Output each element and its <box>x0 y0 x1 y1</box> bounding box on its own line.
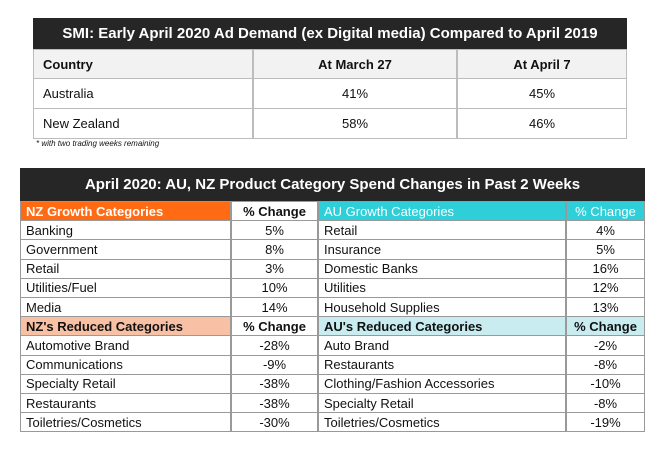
category: Restaurants <box>20 393 231 414</box>
percent-change: 12% <box>566 277 645 298</box>
table1-value: 41% <box>253 78 457 109</box>
percent-change: 5% <box>566 239 645 260</box>
section-header: AU Growth Categories <box>318 201 566 222</box>
category: Automotive Brand <box>20 335 231 356</box>
percent-change: 4% <box>566 220 645 241</box>
category: Insurance <box>318 239 566 260</box>
footnote: * with two trading weeks remaining <box>36 138 160 148</box>
category: Media <box>20 297 231 318</box>
percent-change: -10% <box>566 373 645 394</box>
percent-change: 8% <box>231 239 318 260</box>
percent-change: -9% <box>231 354 318 375</box>
percent-change: -19% <box>566 412 645 433</box>
percent-change: 13% <box>566 297 645 318</box>
percent-change: -30% <box>231 412 318 433</box>
section-header: % Change <box>231 201 318 222</box>
percent-change: 14% <box>231 297 318 318</box>
section-header: % Change <box>566 316 645 337</box>
percent-change: 3% <box>231 258 318 279</box>
category: Toiletries/Cosmetics <box>318 412 566 433</box>
section-header: NZ Growth Categories <box>20 201 231 222</box>
category: Household Supplies <box>318 297 566 318</box>
table1-country: New Zealand <box>33 108 253 139</box>
table1-column-header: At March 27 <box>253 49 457 79</box>
category: Restaurants <box>318 354 566 375</box>
table1-value: 46% <box>457 108 627 139</box>
percent-change: -2% <box>566 335 645 356</box>
section-header: % Change <box>231 316 318 337</box>
category: Banking <box>20 220 231 241</box>
table1-title: SMI: Early April 2020 Ad Demand (ex Digi… <box>33 18 627 49</box>
category: Government <box>20 239 231 260</box>
table1-country: Australia <box>33 78 253 109</box>
section-header: AU's Reduced Categories <box>318 316 566 337</box>
category: Retail <box>318 220 566 241</box>
table2-title: April 2020: AU, NZ Product Category Spen… <box>20 168 645 201</box>
percent-change: -38% <box>231 373 318 394</box>
percent-change: -28% <box>231 335 318 356</box>
section-header: NZ's Reduced Categories <box>20 316 231 337</box>
category: Auto Brand <box>318 335 566 356</box>
percent-change: 16% <box>566 258 645 279</box>
percent-change: 10% <box>231 277 318 298</box>
table1-column-header: At April 7 <box>457 49 627 79</box>
percent-change: 5% <box>231 220 318 241</box>
percent-change: -8% <box>566 393 645 414</box>
category: Specialty Retail <box>20 373 231 394</box>
table1-column-header: Country <box>33 49 253 79</box>
category: Domestic Banks <box>318 258 566 279</box>
percent-change: -38% <box>231 393 318 414</box>
category: Communications <box>20 354 231 375</box>
category: Utilities <box>318 277 566 298</box>
category: Specialty Retail <box>318 393 566 414</box>
category: Utilities/Fuel <box>20 277 231 298</box>
category: Retail <box>20 258 231 279</box>
percent-change: -8% <box>566 354 645 375</box>
table1-value: 45% <box>457 78 627 109</box>
category: Toiletries/Cosmetics <box>20 412 231 433</box>
category: Clothing/Fashion Accessories <box>318 373 566 394</box>
table1-value: 58% <box>253 108 457 139</box>
section-header: % Change <box>566 201 645 222</box>
